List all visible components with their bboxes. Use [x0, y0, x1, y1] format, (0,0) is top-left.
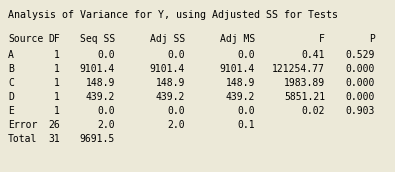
Text: 0.0: 0.0	[98, 50, 115, 60]
Text: 0.0: 0.0	[167, 106, 185, 116]
Text: Total: Total	[8, 134, 38, 144]
Text: 1983.89: 1983.89	[284, 78, 325, 88]
Text: 148.9: 148.9	[226, 78, 255, 88]
Text: 1: 1	[54, 106, 60, 116]
Text: 0.0: 0.0	[167, 50, 185, 60]
Text: Adj MS: Adj MS	[220, 34, 255, 44]
Text: E: E	[8, 106, 14, 116]
Text: 9101.4: 9101.4	[220, 64, 255, 74]
Text: F: F	[319, 34, 325, 44]
Text: Analysis of Variance for Y, using Adjusted SS for Tests: Analysis of Variance for Y, using Adjust…	[8, 10, 338, 20]
Text: 121254.77: 121254.77	[272, 64, 325, 74]
Text: 0.0: 0.0	[237, 106, 255, 116]
Text: 1: 1	[54, 50, 60, 60]
Text: DF: DF	[48, 34, 60, 44]
Text: 9101.4: 9101.4	[150, 64, 185, 74]
Text: 9691.5: 9691.5	[80, 134, 115, 144]
Text: 0.000: 0.000	[346, 92, 375, 102]
Text: 148.9: 148.9	[156, 78, 185, 88]
Text: D: D	[8, 92, 14, 102]
Text: 2.0: 2.0	[98, 120, 115, 130]
Text: 0.0: 0.0	[237, 50, 255, 60]
Text: Seq SS: Seq SS	[80, 34, 115, 44]
Text: 0.1: 0.1	[237, 120, 255, 130]
Text: 0.000: 0.000	[346, 78, 375, 88]
Text: 439.2: 439.2	[86, 92, 115, 102]
Text: 439.2: 439.2	[226, 92, 255, 102]
Text: Source: Source	[8, 34, 43, 44]
Text: 9101.4: 9101.4	[80, 64, 115, 74]
Text: C: C	[8, 78, 14, 88]
Text: A: A	[8, 50, 14, 60]
Text: 31: 31	[48, 134, 60, 144]
Text: 1: 1	[54, 92, 60, 102]
Text: 0.41: 0.41	[301, 50, 325, 60]
Text: Error: Error	[8, 120, 38, 130]
Text: 0.529: 0.529	[346, 50, 375, 60]
Text: 148.9: 148.9	[86, 78, 115, 88]
Text: 5851.21: 5851.21	[284, 92, 325, 102]
Text: 2.0: 2.0	[167, 120, 185, 130]
Text: 0.000: 0.000	[346, 64, 375, 74]
Text: Adj SS: Adj SS	[150, 34, 185, 44]
Text: 1: 1	[54, 64, 60, 74]
Text: 0.0: 0.0	[98, 106, 115, 116]
Text: 26: 26	[48, 120, 60, 130]
Text: 439.2: 439.2	[156, 92, 185, 102]
Text: 1: 1	[54, 78, 60, 88]
Text: 0.903: 0.903	[346, 106, 375, 116]
Text: P: P	[369, 34, 375, 44]
Text: 0.02: 0.02	[301, 106, 325, 116]
Text: B: B	[8, 64, 14, 74]
